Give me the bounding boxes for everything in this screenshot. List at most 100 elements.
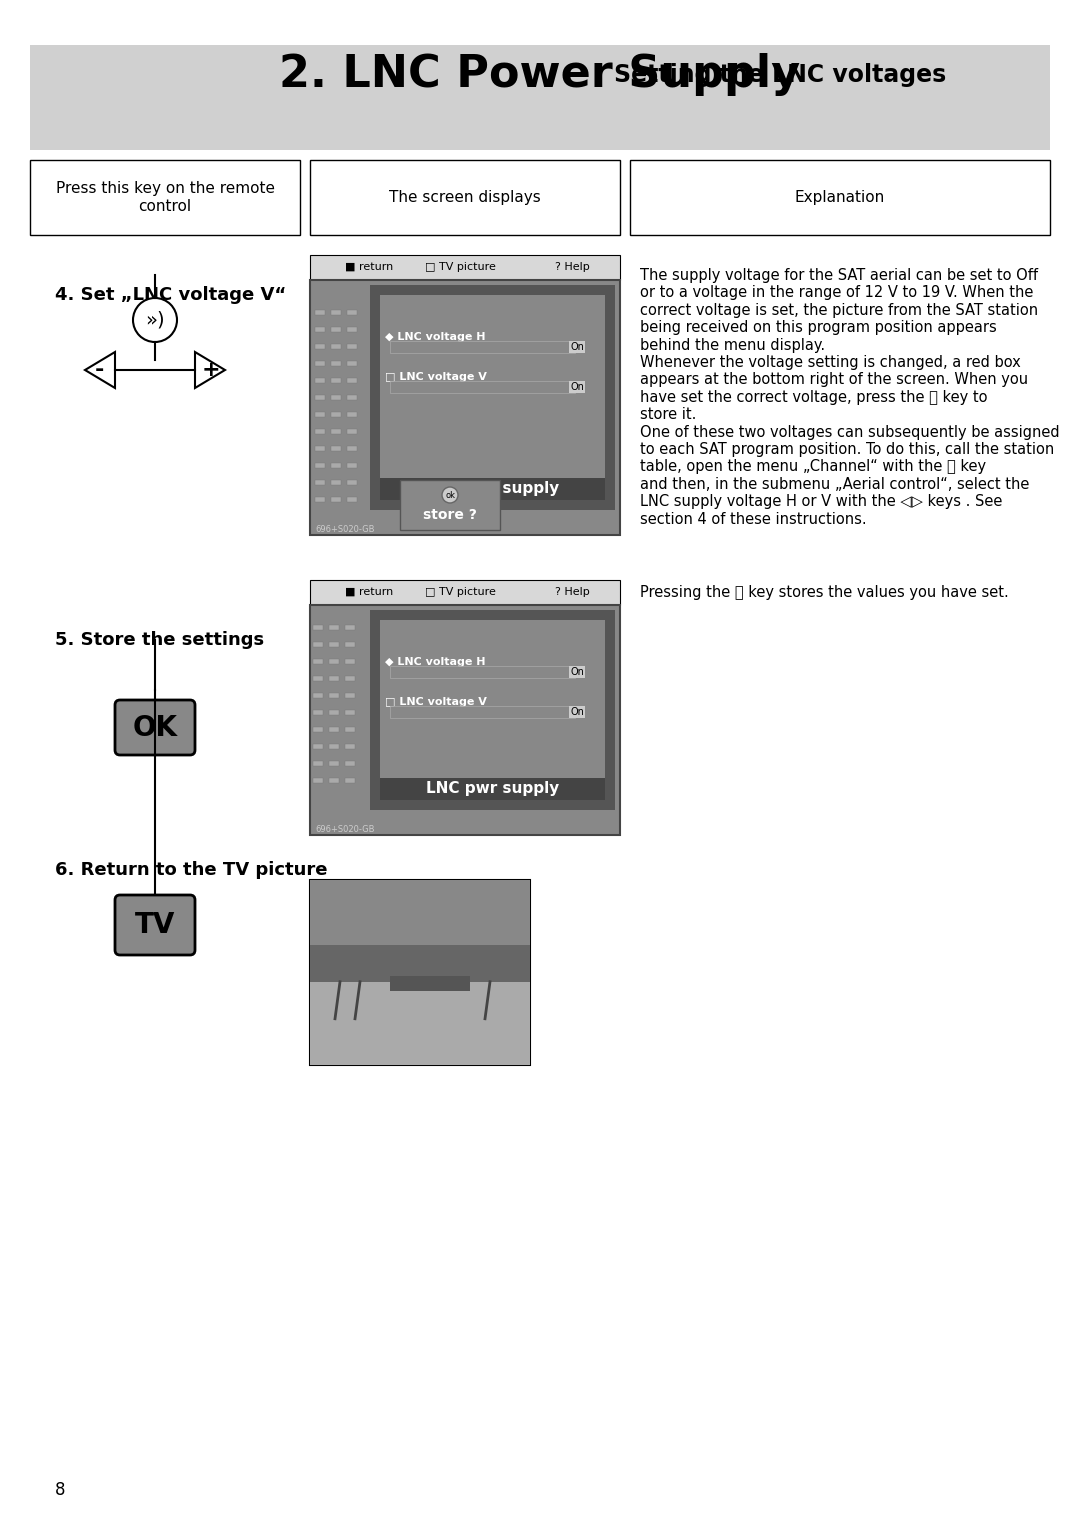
Bar [310, 880, 530, 1065]
Text: 6. Return to the TV picture: 6. Return to the TV picture [55, 860, 327, 879]
Text: Explanation: Explanation [795, 189, 886, 205]
Text: On: On [570, 342, 584, 351]
Bar [315, 396, 325, 400]
Bar [313, 778, 323, 782]
Text: 696+S020-GB: 696+S020-GB [315, 825, 375, 834]
Bar [315, 497, 325, 503]
Bar [630, 160, 1050, 235]
Bar [313, 625, 323, 630]
Bar [345, 642, 355, 646]
Text: LNC pwr supply: LNC pwr supply [426, 781, 559, 796]
Bar [400, 480, 500, 530]
Bar [313, 675, 323, 681]
Bar [347, 361, 357, 367]
Text: □ LNC voltage V: □ LNC voltage V [384, 697, 487, 707]
Bar [345, 625, 355, 630]
Bar [315, 344, 325, 348]
FancyBboxPatch shape [114, 700, 195, 755]
Bar [30, 160, 300, 235]
Bar [329, 727, 339, 732]
Bar [329, 675, 339, 681]
Bar [347, 327, 357, 332]
Bar [345, 727, 355, 732]
Bar [313, 727, 323, 732]
Bar [315, 463, 325, 468]
Bar [315, 310, 325, 315]
Bar [329, 642, 339, 646]
Bar [390, 706, 575, 718]
Bar [310, 983, 530, 1065]
Bar [330, 344, 341, 348]
Text: ◆ LNC voltage H: ◆ LNC voltage H [384, 657, 486, 668]
Bar [330, 497, 341, 503]
Bar [315, 413, 325, 417]
Bar [313, 659, 323, 665]
Bar [313, 694, 323, 698]
Text: ? Help: ? Help [555, 587, 590, 597]
Bar [380, 620, 605, 778]
Bar [330, 361, 341, 367]
Text: ? Help: ? Help [555, 261, 590, 272]
Text: TV: TV [135, 911, 175, 940]
Text: ok: ok [445, 490, 455, 500]
Text: Pressing the ⒪ key stores the values you have set.: Pressing the ⒪ key stores the values you… [640, 585, 1009, 601]
Bar [310, 280, 620, 535]
Bar [310, 880, 530, 944]
Text: □ LNC voltage V: □ LNC voltage V [384, 371, 487, 382]
Text: LNC pwr supply: LNC pwr supply [426, 481, 559, 497]
Bar [347, 463, 357, 468]
Circle shape [442, 487, 458, 503]
Text: ◆ LNC voltage H: ◆ LNC voltage H [384, 332, 486, 342]
Bar [347, 497, 357, 503]
Bar [313, 711, 323, 715]
Bar [390, 341, 575, 353]
Bar [347, 413, 357, 417]
Bar [310, 160, 620, 235]
Bar [315, 429, 325, 434]
Bar [315, 377, 325, 384]
Circle shape [133, 298, 177, 342]
Bar [347, 396, 357, 400]
Text: -: - [94, 361, 104, 380]
Bar [370, 610, 615, 810]
Bar [310, 944, 530, 983]
Bar [380, 778, 605, 801]
Bar [380, 295, 605, 478]
Bar [315, 361, 325, 367]
Text: store ?: store ? [423, 507, 477, 523]
Bar [345, 675, 355, 681]
Bar [313, 744, 323, 749]
Bar [347, 480, 357, 484]
Bar [329, 778, 339, 782]
Bar [345, 761, 355, 766]
Bar [345, 694, 355, 698]
Bar [329, 694, 339, 698]
Bar [329, 761, 339, 766]
Bar [330, 327, 341, 332]
Bar [345, 744, 355, 749]
Bar [313, 642, 323, 646]
Bar [330, 396, 341, 400]
Bar [330, 480, 341, 484]
Bar [347, 446, 357, 451]
Text: ■ return: ■ return [345, 587, 393, 597]
Text: The supply voltage for the SAT aerial can be set to Off
or to a voltage in the r: The supply voltage for the SAT aerial ca… [640, 267, 1059, 527]
Text: On: On [570, 382, 584, 393]
Text: Press this key on the remote
control: Press this key on the remote control [55, 182, 274, 214]
Text: 5. Store the settings: 5. Store the settings [55, 631, 265, 649]
Text: +: + [202, 361, 220, 380]
Bar [310, 581, 620, 605]
Text: 4. Set „LNC voltage V“: 4. Set „LNC voltage V“ [55, 286, 286, 304]
Bar [345, 778, 355, 782]
Bar [330, 377, 341, 384]
Bar [370, 286, 615, 510]
Bar [330, 429, 341, 434]
Bar [390, 976, 470, 992]
Bar [30, 44, 1050, 150]
Text: Setting the LNC voltages: Setting the LNC voltages [613, 63, 946, 87]
Text: On: On [570, 668, 584, 677]
Bar [330, 463, 341, 468]
Polygon shape [195, 351, 225, 388]
Bar [345, 659, 355, 665]
Bar [313, 761, 323, 766]
